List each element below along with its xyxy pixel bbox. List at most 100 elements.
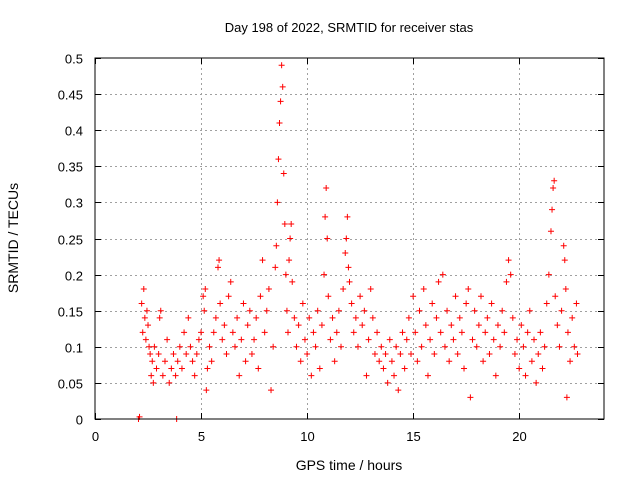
data-point: [333, 329, 340, 336]
data-point: [219, 336, 226, 343]
data-point: [571, 343, 578, 350]
data-point: [558, 307, 565, 314]
data-point: [522, 372, 529, 379]
data-point: [463, 300, 470, 307]
data-point: [170, 351, 177, 358]
data-point: [342, 249, 349, 256]
data-point: [494, 322, 501, 329]
data-point: [477, 293, 484, 300]
data-point: [550, 184, 557, 191]
data-point: [363, 372, 370, 379]
data-point: [141, 314, 148, 321]
data-point: [469, 336, 476, 343]
data-point: [147, 351, 154, 358]
data-point: [524, 329, 531, 336]
data-point: [471, 307, 478, 314]
data-point: [174, 358, 181, 365]
data-point: [488, 300, 495, 307]
plot-frame: [94, 57, 605, 420]
data-point: [458, 329, 465, 336]
data-point: [149, 358, 156, 365]
data-point: [393, 343, 400, 350]
data-point: [414, 358, 421, 365]
data-point: [322, 213, 329, 220]
data-point: [301, 336, 308, 343]
data-point: [509, 314, 516, 321]
data-point: [549, 206, 556, 213]
data-point: [277, 98, 284, 105]
data-points: [135, 62, 581, 422]
data-point: [424, 372, 431, 379]
data-point: [564, 329, 571, 336]
data-point: [316, 365, 323, 372]
data-point: [348, 300, 355, 307]
data-point: [284, 329, 291, 336]
data-point: [441, 343, 448, 350]
data-point: [378, 343, 385, 350]
data-point: [273, 242, 280, 249]
data-point: [323, 184, 330, 191]
data-point: [427, 336, 434, 343]
data-point: [560, 242, 567, 249]
data-point: [526, 307, 533, 314]
data-point: [159, 372, 166, 379]
data-point: [156, 314, 163, 321]
data-point: [547, 228, 554, 235]
x-tick-label: 15: [406, 429, 420, 444]
data-point: [312, 343, 319, 350]
data-point: [204, 365, 211, 372]
data-point: [157, 307, 164, 314]
data-point: [420, 286, 427, 293]
data-point: [259, 257, 266, 264]
data-point: [263, 307, 270, 314]
data-point: [195, 336, 202, 343]
data-point: [501, 329, 508, 336]
data-point: [191, 372, 198, 379]
data-point: [331, 358, 338, 365]
y-tick-label: 0.3: [65, 196, 83, 211]
data-point: [562, 286, 569, 293]
data-point: [279, 83, 286, 90]
data-point: [289, 278, 296, 285]
x-tick-label: 20: [512, 429, 526, 444]
data-point: [286, 257, 293, 264]
data-point: [270, 343, 277, 350]
data-point: [329, 314, 336, 321]
data-point: [492, 372, 499, 379]
y-tick-label: 0.2: [65, 269, 83, 284]
data-point: [166, 379, 173, 386]
data-point: [253, 314, 260, 321]
data-point: [202, 286, 209, 293]
data-point: [153, 365, 160, 372]
data-point: [261, 329, 268, 336]
data-point: [335, 307, 342, 314]
data-point: [367, 286, 374, 293]
data-point: [531, 336, 538, 343]
data-point: [340, 286, 347, 293]
data-point: [324, 235, 331, 242]
x-tick-label: 5: [198, 429, 205, 444]
data-point: [212, 314, 219, 321]
data-point: [282, 271, 289, 278]
data-point: [439, 271, 446, 278]
data-point: [518, 322, 525, 329]
data-point: [145, 322, 152, 329]
data-point: [399, 329, 406, 336]
data-point: [291, 314, 298, 321]
data-point: [452, 293, 459, 300]
data-point: [206, 343, 213, 350]
data-point: [376, 358, 383, 365]
y-tick-label: 0.1: [65, 341, 83, 356]
data-point: [274, 199, 281, 206]
data-point: [418, 343, 425, 350]
data-point: [248, 351, 255, 358]
data-point: [473, 343, 480, 350]
data-point: [185, 314, 192, 321]
data-point: [265, 286, 272, 293]
data-point: [354, 343, 361, 350]
y-tick-label: 0: [76, 413, 83, 428]
data-point: [388, 358, 395, 365]
data-point: [552, 293, 559, 300]
data-point: [318, 322, 325, 329]
data-point: [314, 307, 321, 314]
